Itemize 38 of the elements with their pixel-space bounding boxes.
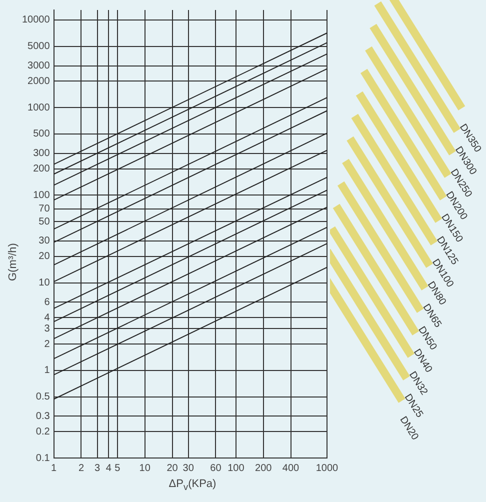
y-tick-label: 0.5 [36, 392, 50, 403]
x-tick-label: 2 [78, 462, 84, 474]
y-tick-label: 4 [44, 312, 50, 324]
y-tick-label: 50 [38, 216, 50, 228]
y-tick-label: 5000 [28, 41, 50, 52]
y-tick-label: 1 [44, 365, 50, 376]
y-tick-label: 3000 [28, 60, 50, 72]
y-tick-label: 30 [38, 236, 50, 247]
y-tick-label: 70 [38, 204, 50, 215]
x-tick-label: 1000 [316, 462, 339, 474]
x-tick-label: 400 [282, 462, 300, 474]
y-tick-label: 1000 [28, 102, 50, 114]
x-tick-label: 60 [210, 462, 222, 474]
y-tick-label: 300 [33, 148, 50, 160]
x-tick-label: 30 [182, 462, 194, 474]
x-tick-label: 5 [114, 462, 121, 474]
y-tick-label: 2000 [28, 76, 50, 87]
y-tick-label: 20 [38, 251, 50, 262]
x-tick-label: 1 [51, 462, 58, 474]
y-tick-label: 10 [38, 278, 50, 289]
x-tick-label: 20 [166, 462, 178, 474]
x-axis-title: ΔP$_{v}$(KPa) [168, 478, 218, 492]
y-tick-label: 0.3 [36, 410, 50, 422]
x-tick-label: 3 [94, 462, 100, 474]
y-axis-title: G(m³/h) [7, 243, 19, 281]
y-tick-label: 100 [33, 190, 50, 201]
y-tick-label: 10000 [22, 14, 50, 26]
y-tick-label: 2 [44, 338, 50, 350]
x-tick-label: 4 [106, 462, 112, 474]
y-tick-label: 6 [44, 296, 50, 308]
x-tick-label: 200 [255, 462, 272, 474]
y-tick-label: 3 [44, 323, 50, 334]
y-tick-label: 0.1 [36, 452, 50, 464]
x-tick-label: 10 [139, 462, 151, 474]
x-tick-label: 100 [228, 462, 245, 474]
y-tick-label: 500 [33, 128, 50, 140]
y-tick-label: 0.2 [36, 426, 50, 438]
y-tick-label: 200 [33, 164, 50, 175]
